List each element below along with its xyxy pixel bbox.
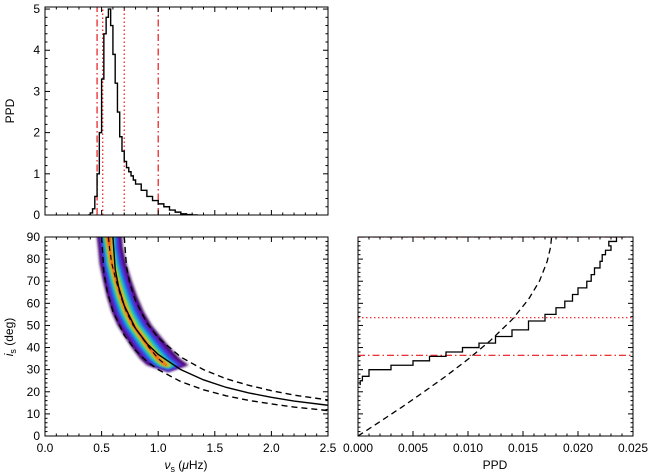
right-marks <box>358 237 633 436</box>
joint-y-tick-label: 20 <box>27 385 41 399</box>
joint-y-tick-label: 0 <box>33 429 40 443</box>
joint-density-cloud <box>96 237 189 372</box>
joint-y-tick-label: 80 <box>27 252 41 266</box>
right-xlabel: PPD <box>483 458 508 472</box>
right-sin-prior-curve <box>358 237 553 436</box>
joint-curve-dashed <box>100 237 328 412</box>
top-y-tick-label: 4 <box>33 43 40 57</box>
density-contour-level <box>100 237 181 371</box>
joint-curve-solid <box>112 237 328 406</box>
density-contour-level <box>105 237 170 367</box>
joint-x-tick-label: 0.0 <box>37 441 54 455</box>
right-ticks: 0.000 0.005 0.010 0.015 0.020 0.025 <box>343 236 648 455</box>
right-x-tick-label: 0.015 <box>508 441 538 455</box>
joint-ylabel: is (deg) <box>2 318 18 357</box>
joint-xlabel: νs (μHz) <box>164 458 207 474</box>
right-ppd-histogram <box>359 237 618 386</box>
svg-text:is (deg): is (deg) <box>2 318 18 357</box>
right-x-tick-label: 0.005 <box>398 441 428 455</box>
joint-y-tick-label: 40 <box>27 341 41 355</box>
joint-curve-dashed <box>123 237 328 401</box>
right-x-tick-label: 0.000 <box>343 441 373 455</box>
right-x-tick-label: 0.010 <box>453 441 483 455</box>
svg-text:νs (μHz): νs (μHz) <box>164 458 207 474</box>
top-ppd-histogram <box>88 8 198 215</box>
top-y-tick-label: 1 <box>33 167 40 181</box>
joint-x-tick-label: 2.0 <box>263 441 280 455</box>
joint-frame <box>44 236 329 437</box>
density-ridge-line <box>107 237 167 366</box>
joint-curves <box>100 237 328 412</box>
joint-y-tick-label: 60 <box>27 296 41 310</box>
joint-y-tick-label: 30 <box>27 363 41 377</box>
joint-x-tick-label: 1.0 <box>150 441 167 455</box>
right-marginal-panel: 0.000 0.005 0.010 0.015 0.020 0.025 PPD <box>343 236 648 472</box>
top-ylabel: PPD <box>3 98 17 123</box>
joint-ticks: 0.0 0.5 1.0 1.5 2.0 2.5 0 10 20 30 40 50 60 70 80 90 <box>27 230 337 455</box>
joint-x-tick-label: 2.5 <box>320 441 337 455</box>
top-marks <box>88 7 198 215</box>
joint-y-tick-label: 90 <box>27 230 41 244</box>
right-frame <box>357 236 634 437</box>
top-y-tick-label: 5 <box>33 2 40 16</box>
right-x-tick-label: 0.020 <box>563 441 593 455</box>
joint-y-tick-label: 70 <box>27 274 41 288</box>
joint-x-tick-label: 0.5 <box>93 441 110 455</box>
joint-y-tick-label: 10 <box>27 407 41 421</box>
top-y-tick-label: 2 <box>33 126 40 140</box>
top-y-tick-label: 3 <box>33 84 40 98</box>
top-y-tick-label: 0 <box>33 208 40 222</box>
top-marginal-panel: 0 1 2 3 4 5 PPD <box>3 2 329 222</box>
right-x-tick-label: 0.025 <box>618 441 648 455</box>
top-frame <box>44 6 329 216</box>
joint-x-tick-label: 1.5 <box>206 441 223 455</box>
joint-density-panel: 0.0 0.5 1.0 1.5 2.0 2.5 0 10 20 30 40 50 60 70 80 90 νs… <box>2 230 337 474</box>
top-ticks: 0 1 2 3 4 5 <box>33 2 329 222</box>
joint-y-tick-label: 50 <box>27 318 41 332</box>
